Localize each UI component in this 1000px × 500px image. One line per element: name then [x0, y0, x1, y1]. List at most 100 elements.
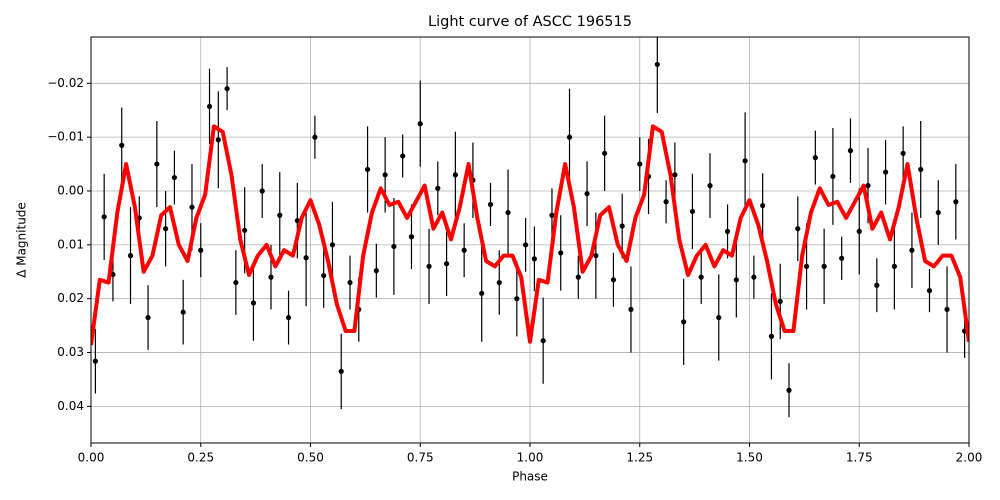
data-point: [347, 279, 353, 286]
data-point: [294, 218, 300, 224]
y-tick-label: −0.01: [47, 130, 84, 144]
data-point: [558, 250, 564, 256]
axes: 0.00 0.25 0.50 0.75 1.00 1.25 1.50 1.75 2.00 −0.0…: [47, 76, 982, 465]
data-point: [531, 256, 537, 262]
data-point: [154, 161, 160, 167]
data-point: [795, 226, 801, 232]
data-point: [250, 300, 257, 306]
data-point: [663, 199, 669, 205]
data-point: [628, 306, 634, 313]
data-point: [575, 274, 581, 280]
data-point: [891, 263, 897, 269]
x-tick-label: 0.50: [297, 451, 324, 465]
data-point: [681, 319, 687, 325]
data-point: [505, 209, 511, 216]
data-point: [839, 255, 845, 261]
data-point: [224, 86, 230, 92]
data-point: [874, 282, 880, 288]
data-point: [145, 314, 151, 321]
data-point: [321, 272, 327, 279]
data-point: [698, 274, 704, 280]
y-tick-label: 0.04: [57, 399, 84, 413]
x-tick-label: 1.25: [626, 451, 653, 465]
y-tick-label: 0.03: [57, 345, 84, 359]
data-point: [101, 214, 107, 220]
data-point: [944, 306, 950, 313]
data-point: [233, 279, 239, 286]
data-point: [619, 223, 625, 229]
y-axis-label: Δ Magnitude: [15, 202, 29, 278]
data-point: [935, 209, 941, 216]
data-point: [180, 309, 186, 315]
data-point: [496, 279, 502, 286]
data-point: [654, 61, 660, 68]
data-point: [821, 263, 827, 269]
data-point: [900, 150, 906, 156]
data-point: [382, 172, 388, 178]
data-point: [452, 172, 458, 178]
data-point: [364, 166, 371, 173]
data-point: [163, 226, 169, 232]
data-point: [672, 172, 678, 178]
x-tick-label: 1.50: [736, 451, 763, 465]
data-point: [593, 253, 599, 259]
data-point: [127, 253, 134, 259]
data-point: [312, 134, 318, 140]
data-point: [435, 185, 441, 191]
data-point: [259, 188, 265, 194]
x-tick-label: 1.75: [846, 451, 873, 465]
data-point: [338, 368, 344, 374]
data-point: [400, 153, 406, 159]
grid: [90, 37, 970, 443]
plot-area: [91, 37, 969, 418]
data-point: [812, 155, 818, 161]
data-point: [417, 121, 423, 127]
data-point: [724, 228, 731, 234]
data-point: [285, 314, 292, 321]
data-point: [523, 242, 529, 248]
data-point: [189, 204, 195, 210]
data-point: [786, 387, 792, 393]
data-point: [487, 201, 494, 208]
data-point: [918, 166, 924, 173]
data-point: [303, 255, 309, 261]
x-tick-label: 0.00: [78, 451, 105, 465]
chart-title: Light curve of ASCC 196515: [428, 14, 632, 30]
data-point: [277, 212, 283, 218]
data-point: [777, 298, 783, 304]
data-point: [408, 234, 415, 240]
data-point: [206, 103, 213, 110]
data-point: [479, 290, 485, 296]
data-point: [443, 261, 450, 267]
data-point: [707, 183, 713, 189]
data-point: [856, 228, 862, 234]
data-point: [803, 263, 810, 269]
data-point: [847, 148, 854, 154]
data-point: [566, 134, 573, 140]
data-point: [198, 247, 204, 253]
data-point: [909, 247, 915, 253]
data-point: [242, 227, 248, 233]
data-point: [461, 247, 467, 253]
data-point: [329, 242, 336, 248]
data-point: [92, 358, 98, 364]
data-point: [760, 202, 766, 209]
data-point: [215, 137, 221, 143]
data-point: [882, 169, 889, 175]
data-point: [926, 288, 933, 294]
data-point: [540, 338, 546, 344]
data-point: [637, 161, 643, 167]
fit-line: [91, 124, 969, 346]
data-point: [426, 263, 432, 269]
data-point: [689, 208, 696, 215]
data-point: [391, 243, 397, 250]
data-point: [953, 199, 959, 205]
data-point: [268, 274, 274, 280]
data-point: [584, 191, 590, 197]
data-point: [733, 277, 739, 283]
data-point: [602, 150, 608, 156]
data-point: [171, 174, 178, 181]
data-point: [610, 277, 617, 283]
